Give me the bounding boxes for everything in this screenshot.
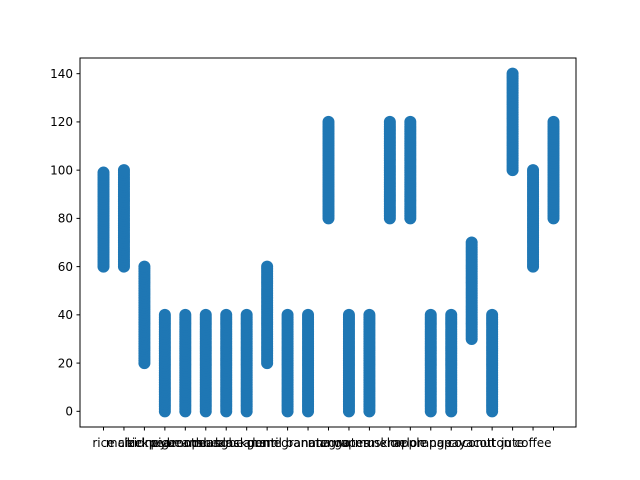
x-axis: ricemaizechickpeakidneybeanspigeonpeasmo… [92,427,554,450]
x-tick-label: rice [92,436,114,450]
scatter-point [486,308,499,321]
x-tick-label: banana [286,436,331,450]
scatter-point [527,164,540,177]
y-tick-label: 60 [58,260,73,274]
x-tick-label: mungbean [194,436,258,450]
scatter-point [179,308,192,321]
plot-frame [79,57,577,428]
scatter-point [383,115,396,128]
scatter-series-column [302,308,315,418]
scatter-point [138,260,151,273]
scatter-point [547,115,560,128]
x-tick-label: coconut [448,436,496,450]
x-tick-label: kidneybeans [127,436,203,450]
scatter-point [199,308,212,321]
scatter-point [220,308,233,321]
scatter-point [117,164,130,177]
scatter-series-column [322,115,335,225]
scatter-series-column [158,308,171,418]
x-tick-label: watermelon [334,436,405,450]
x-tick-label: maize [106,436,142,450]
scatter-series-column [404,115,417,225]
scatter-series-column [97,166,110,273]
scatter-point [404,115,417,128]
x-tick-label: grapes [328,436,369,450]
x-tick-label: pomegranate [247,436,328,450]
data-points [97,67,560,418]
scatter-series-column [547,115,560,225]
scatter-point [342,308,355,321]
scatter-series-column [138,260,151,370]
scatter-series-column [445,308,458,418]
scatter-series-column [527,164,540,273]
scatter-point [445,308,458,321]
y-tick-label: 120 [50,115,73,129]
y-axis: 0 20 40 60 80 100 120 140 [50,67,80,419]
x-tick-label: apple [394,436,427,450]
x-tick-label: papaya [429,436,473,450]
scatter-series-column [199,308,212,418]
scatter-point [465,236,478,249]
x-tick-label: chickpea [118,436,171,450]
x-tick-label: muskmelon [355,436,425,450]
scatter-point [261,260,274,273]
scatter-point [322,115,335,128]
scatter-series-column [506,67,519,177]
y-tick-label: 0 [65,405,73,419]
y-tick-label: 20 [58,356,73,370]
y-tick-label: 140 [50,67,73,81]
scatter-series-column [342,308,355,418]
x-tick-label: orange [410,436,452,450]
scatter-series-column [383,115,396,225]
scatter-point [363,308,376,321]
scatter-series-column [363,308,376,418]
scatter-point [506,67,519,80]
scatter-point [424,308,437,321]
scatter-point [97,166,110,179]
x-tick-label: coffee [515,436,552,450]
y-tick-label: 40 [58,308,73,322]
y-tick-label: 100 [50,163,73,177]
scatter-point [158,308,171,321]
scatter-series-column [240,308,253,418]
x-tick-label: mothbeans [172,436,240,450]
scatter-series-column [220,308,233,418]
scatter-series-column [486,308,499,418]
scatter-point [240,308,253,321]
x-tick-label: lentil [252,436,282,450]
y-tick-label: 80 [58,212,73,226]
scatter-series-column [424,308,437,418]
scatter-series-column [117,164,130,273]
scatter-point [281,308,294,321]
x-tick-label: pigeonpeas [151,436,221,450]
scatter-series-column [179,308,192,418]
scatter-series-column [465,236,478,345]
scatter-point [302,308,315,321]
scatter-series-column [281,308,294,418]
scatter-series-column [261,260,274,370]
x-tick-label: mango [308,436,350,450]
x-tick-label: cotton [473,436,511,450]
x-tick-label: blackgram [215,436,278,450]
x-tick-label: jute [500,436,524,450]
